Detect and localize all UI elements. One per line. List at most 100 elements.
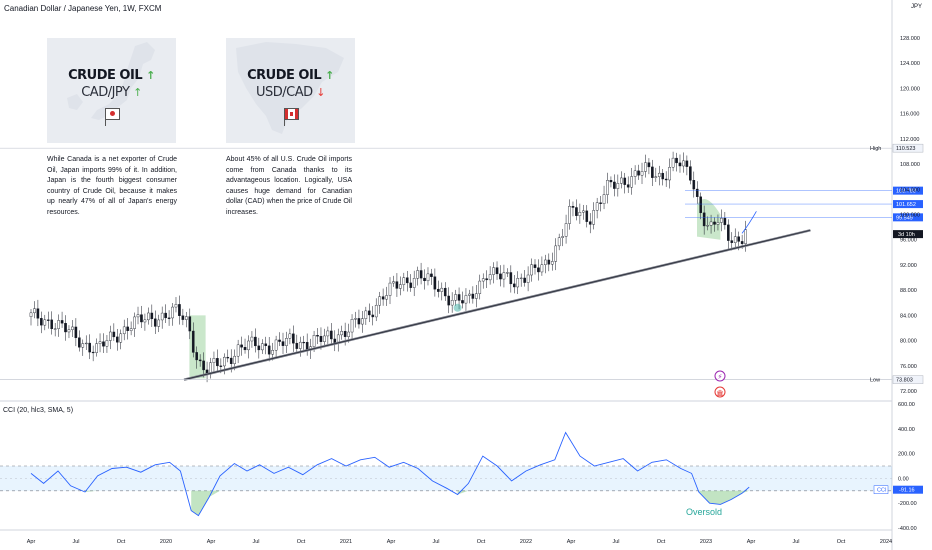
- candle-body: [461, 300, 464, 304]
- event-bank-icon[interactable]: 🏛: [714, 386, 726, 398]
- countdown-label: 3d 10h: [898, 232, 915, 238]
- candle-body: [685, 160, 689, 167]
- candle-body: [316, 335, 319, 337]
- cci-axis-tick-label: 0.00: [898, 476, 909, 482]
- candle-body: [402, 277, 406, 285]
- chart-header-title[interactable]: Canadian Dollar / Japanese Yen, 1W, FXCM: [4, 4, 162, 13]
- svg-text:⚡: ⚡: [718, 373, 723, 381]
- candle-body: [150, 312, 154, 320]
- candle-body: [71, 326, 74, 330]
- candle-body: [588, 221, 592, 225]
- cci-line[interactable]: [30, 431, 750, 517]
- candle-body: [706, 225, 709, 227]
- candle-body: [730, 240, 734, 243]
- candle-body: [295, 342, 299, 349]
- candle-body: [312, 335, 316, 347]
- candle-body: [557, 237, 561, 247]
- candle-body: [385, 295, 388, 300]
- candle-body: [675, 157, 678, 164]
- high-value: 110.523: [896, 146, 915, 152]
- oversold-annotation: Oversold: [686, 507, 722, 517]
- candle-body: [661, 172, 665, 180]
- candle-body: [340, 330, 343, 336]
- candle-body: [561, 236, 564, 238]
- candle-body: [343, 330, 347, 337]
- crude-oil-usdcad-card: CRUDE OIL ↑ USD/CAD ↓: [226, 38, 355, 143]
- candle-body: [98, 341, 102, 344]
- candle-body: [664, 178, 668, 181]
- north-america-map-graphic: [236, 42, 344, 134]
- candle-body: [264, 343, 268, 347]
- candle-body: [326, 330, 330, 337]
- candle-body: [202, 360, 205, 371]
- candle-body: [640, 171, 644, 176]
- candle-body: [243, 347, 247, 351]
- candle-body: [74, 326, 78, 338]
- cci-axis-tick-label: -400.00: [898, 526, 917, 532]
- candle-body: [744, 229, 747, 244]
- candle-body: [171, 306, 174, 319]
- candle-body: [678, 162, 682, 167]
- candle-body: [454, 294, 457, 301]
- candle-body: [550, 261, 554, 265]
- candle-body: [381, 296, 385, 300]
- candle-body: [682, 160, 685, 167]
- candle-body: [475, 293, 478, 299]
- candle-body: [143, 319, 147, 323]
- candle-body: [699, 196, 702, 214]
- candle-body: [506, 272, 509, 274]
- cci-value-badge: [893, 485, 923, 494]
- candle-body: [122, 326, 126, 335]
- x-axis-tick-label: Oct: [477, 539, 486, 545]
- cci-axis-tick-label: 600.00: [898, 402, 915, 408]
- usa-crude-oil-note: About 45% of all U.S. Crude Oil imports …: [226, 156, 352, 216]
- card-title-crude-oil: CRUDE OIL ↑: [68, 68, 155, 83]
- candle-body: [129, 328, 133, 331]
- candle-body: [740, 241, 744, 244]
- candle-body: [78, 337, 81, 348]
- x-axis-tick-label: 2020: [160, 539, 172, 545]
- candle-body: [223, 356, 226, 367]
- cci-axis-tick-label: 400.00: [898, 427, 915, 433]
- candle-body: [713, 221, 716, 225]
- candle-body: [544, 259, 547, 265]
- cci-indicator-title[interactable]: CCI (20, hlc3, SMA, 5): [3, 407, 73, 414]
- price-axis-tick-label: 96.000: [900, 238, 917, 244]
- candle-body: [350, 319, 354, 333]
- price-axis-tick-label: 100.000: [900, 213, 920, 219]
- candle-body: [585, 210, 589, 222]
- candle-body: [319, 335, 323, 342]
- x-axis-tick-label: Apr: [747, 539, 756, 545]
- x-axis-tick-label: Apr: [567, 539, 576, 545]
- candle-body: [46, 319, 50, 321]
- x-axis-tick-label: 2021: [340, 539, 352, 545]
- candle-body: [668, 167, 671, 181]
- candle-body: [450, 300, 454, 306]
- candle-body: [109, 331, 112, 341]
- candle-body: [278, 339, 281, 342]
- cci-axis-tick-label: 200.00: [898, 452, 915, 458]
- x-axis-tick-label: Apr: [387, 539, 396, 545]
- candle-body: [626, 184, 630, 188]
- candle-body: [416, 270, 419, 279]
- candle-body: [116, 336, 119, 343]
- candle-body: [623, 177, 627, 185]
- event-flash-icon[interactable]: ⚡: [714, 370, 726, 382]
- candle-body: [347, 331, 350, 337]
- candle-body: [105, 340, 109, 347]
- candle-body: [447, 295, 450, 306]
- x-axis-tick-label: Oct: [297, 539, 306, 545]
- crude-oil-cadjpy-card: CRUDE OIL ↑ CAD/JPY ↑: [47, 38, 176, 143]
- price-axis-tick-label: 80.000: [900, 339, 917, 345]
- candle-body: [292, 333, 295, 344]
- candle-body: [357, 318, 361, 325]
- candle-body: [637, 170, 640, 176]
- candle-body: [185, 316, 188, 320]
- price-axis-tick-label: 124.000: [900, 61, 920, 67]
- x-axis-tick-label: Oct: [117, 539, 126, 545]
- candle-body: [188, 316, 192, 332]
- candle-body: [288, 333, 292, 339]
- candle-body: [191, 330, 195, 353]
- candle-body: [67, 329, 71, 333]
